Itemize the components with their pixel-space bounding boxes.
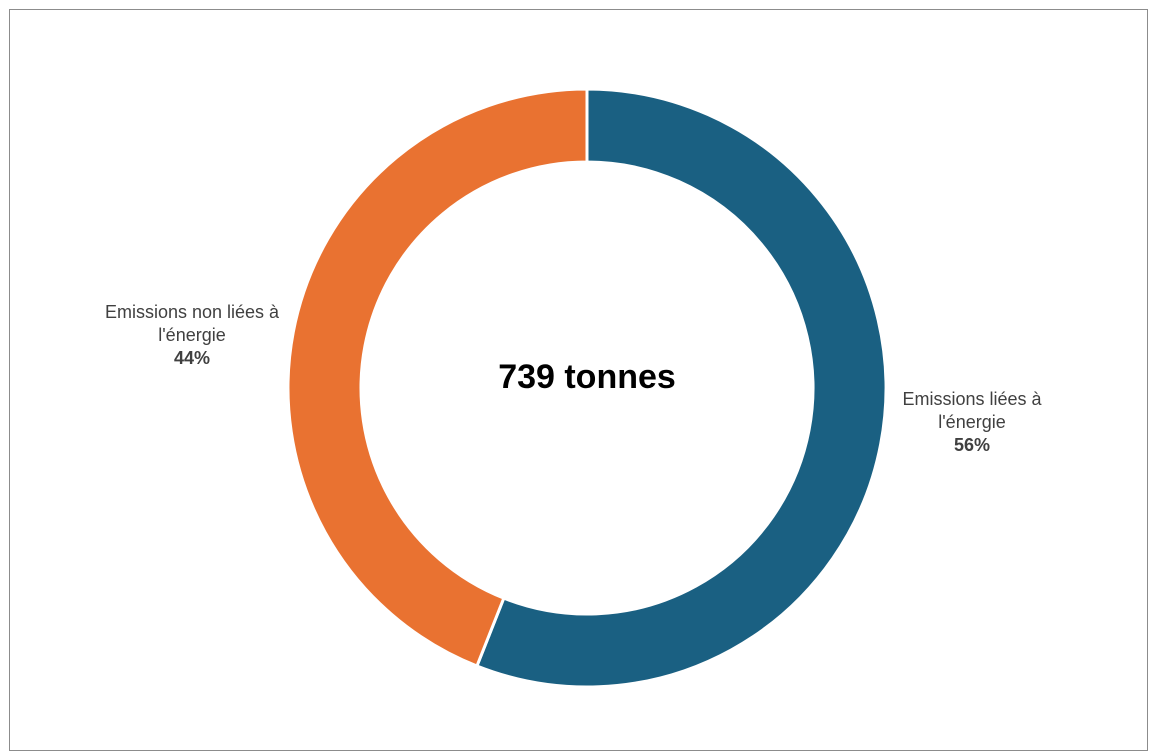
slice-category-label: Emissions liées à (902, 389, 1042, 409)
slices-layer (286, 87, 888, 689)
slice-category-label: l'énergie (938, 412, 1005, 432)
slice-category-label: l'énergie (158, 325, 225, 345)
donut-slice (474, 87, 888, 689)
slice-category-label: Emissions non liées à (105, 302, 280, 322)
slice-percent-label: 56% (954, 435, 990, 455)
slice-data-label: Emissions non liées à l'énergie 44% (105, 302, 280, 368)
slice-percent-label: 44% (174, 348, 210, 368)
donut-slice (286, 87, 589, 668)
slice-data-label: Emissions liées à l'énergie 56% (902, 389, 1042, 455)
center-total-label: 739 tonnes (498, 358, 676, 396)
labels-layer: Emissions liées à l'énergie 56% Emissions n… (105, 302, 1043, 455)
